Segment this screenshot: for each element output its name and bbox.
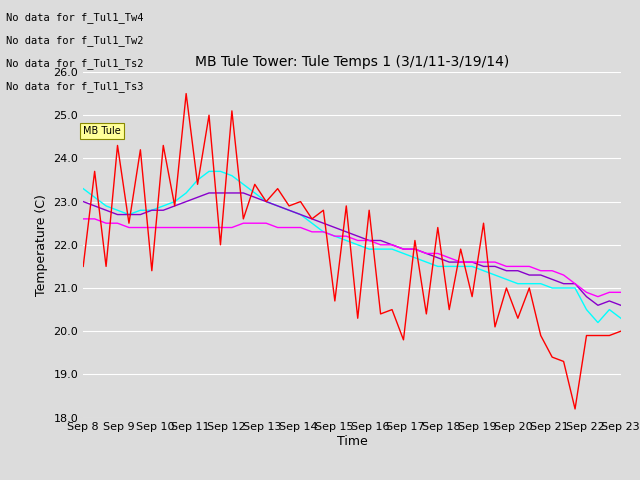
Text: No data for f_Tul1_Tw2: No data for f_Tul1_Tw2 [6, 35, 144, 46]
Text: No data for f_Tul1_Ts2: No data for f_Tul1_Ts2 [6, 58, 144, 69]
Text: MB Tule: MB Tule [83, 126, 121, 136]
Title: MB Tule Tower: Tule Temps 1 (3/1/11-3/19/14): MB Tule Tower: Tule Temps 1 (3/1/11-3/19… [195, 56, 509, 70]
Text: No data for f_Tul1_Tw4: No data for f_Tul1_Tw4 [6, 12, 144, 23]
Text: No data for f_Tul1_Ts3: No data for f_Tul1_Ts3 [6, 81, 144, 92]
X-axis label: Time: Time [337, 435, 367, 448]
Y-axis label: Temperature (C): Temperature (C) [35, 194, 48, 296]
